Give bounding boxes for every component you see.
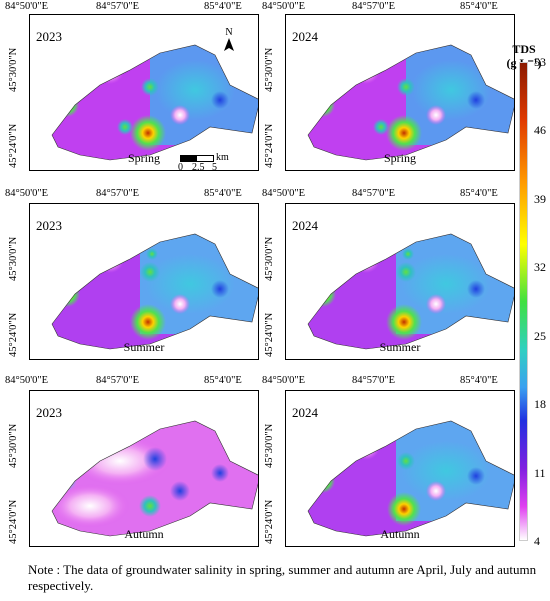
lat-label: 45°30'0"N	[264, 236, 275, 281]
panel-year: 2024	[292, 218, 318, 233]
lon-label: 85°4'0"E	[460, 1, 498, 12]
lat-label: 45°30'0"N	[8, 47, 19, 92]
scale-unit: km	[216, 152, 229, 163]
north-arrow: N	[223, 27, 235, 52]
lat-label: 45°24'0"N	[264, 312, 275, 357]
lon-label: 85°4'0"E	[204, 1, 242, 12]
colorbar-title-line1: TDS	[512, 42, 536, 56]
lat-label: 45°24'0"N	[8, 123, 19, 168]
colorbar-tick: 39	[534, 192, 546, 206]
salinity-map	[51, 44, 258, 161]
lon-label: 84°57'0"E	[96, 188, 140, 199]
salinity-map	[51, 420, 258, 537]
scale-tick-2: 5	[212, 162, 217, 171]
lon-label: 85°4'0"E	[460, 375, 498, 386]
panel-season: Summer	[123, 340, 165, 354]
scale-tick-1: 2.5	[192, 162, 205, 171]
salinity-map	[51, 233, 258, 350]
panel-season: Spring	[127, 151, 160, 165]
lon-label: 84°57'0"E	[96, 1, 140, 12]
lon-label: 85°4'0"E	[204, 375, 242, 386]
lon-label: 84°50'0"E	[262, 1, 306, 12]
panel-year: 2023	[36, 405, 62, 420]
map-panel-2024-autumn: 2024 Autumn	[285, 390, 515, 547]
panel-season: Spring	[383, 151, 416, 165]
lat-label: 45°30'0"N	[264, 423, 275, 468]
lat-label: 45°24'0"N	[8, 499, 19, 544]
panel-year: 2023	[36, 29, 62, 44]
panel-season: Autumn	[124, 527, 164, 541]
panel-year: 2023	[36, 218, 62, 233]
scale-tick-0: 0	[178, 162, 183, 171]
colorbar-tick: 25	[534, 329, 546, 343]
salinity-map	[307, 233, 514, 350]
map-panel-2023-autumn: 2023 Autumn	[29, 390, 259, 547]
north-arrow-icon	[224, 38, 234, 51]
map-panel-2024-summer: 2024 Summer	[285, 203, 515, 360]
lon-label: 84°50'0"E	[5, 188, 49, 199]
colorbar-tick: 18	[534, 397, 546, 411]
colorbar	[519, 62, 528, 541]
lon-label: 84°50'0"E	[262, 188, 306, 199]
colorbar-tick: 46	[534, 123, 546, 137]
lon-label: 84°57'0"E	[96, 375, 140, 386]
lat-label: 45°24'0"N	[264, 499, 275, 544]
lat-label: 45°30'0"N	[8, 423, 19, 468]
lon-label: 85°4'0"E	[460, 188, 498, 199]
lon-label: 85°4'0"E	[204, 188, 242, 199]
panel-season: Summer	[379, 340, 421, 354]
north-label: N	[225, 27, 233, 38]
lon-label: 84°50'0"E	[5, 375, 49, 386]
map-panel-2024-spring: 2024 Spring	[285, 14, 515, 171]
lat-label: 45°24'0"N	[8, 312, 19, 357]
colorbar-tick: 11	[534, 466, 546, 480]
colorbar-tick: 32	[534, 260, 546, 274]
lon-label: 84°50'0"E	[5, 1, 49, 12]
figure-note: Note : The data of groundwater salinity …	[28, 562, 537, 593]
panel-season: Autumn	[380, 527, 420, 541]
lat-label: 45°30'0"N	[8, 236, 19, 281]
colorbar-tick: 4	[534, 534, 540, 548]
lat-label: 45°30'0"N	[264, 47, 275, 92]
panel-year: 2024	[292, 29, 318, 44]
map-panel-2023-summer: 2023 Summer	[29, 203, 259, 360]
lon-label: 84°57'0"E	[352, 1, 396, 12]
panel-year: 2024	[292, 405, 318, 420]
lat-label: 45°24'0"N	[264, 123, 275, 168]
lon-label: 84°50'0"E	[262, 375, 306, 386]
salinity-map	[307, 44, 514, 161]
map-panel-2023-spring: 2023 Spring N 0 2.5 5 km	[29, 14, 259, 171]
lon-label: 84°57'0"E	[352, 375, 396, 386]
colorbar-tick: 53	[534, 55, 546, 69]
lon-label: 84°57'0"E	[352, 188, 396, 199]
salinity-map	[307, 420, 514, 537]
